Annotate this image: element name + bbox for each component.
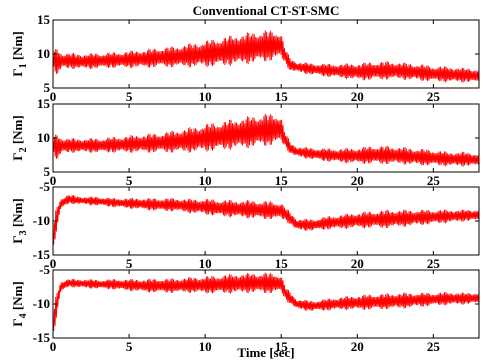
y-tick-label: 5 xyxy=(44,164,51,179)
series-line-3-1 xyxy=(53,195,479,245)
x-tick-label: 15 xyxy=(275,256,289,271)
x-tick-label: 0 xyxy=(50,89,57,104)
x-tick-label: 10 xyxy=(199,256,212,271)
x-tick-label: 10 xyxy=(199,173,212,188)
y-tick-label: -15 xyxy=(33,330,51,345)
series-line-1-1 xyxy=(53,30,479,83)
x-tick-label: 20 xyxy=(351,89,364,104)
y-tick-label: 15 xyxy=(37,12,51,27)
x-tick-label: 10 xyxy=(199,89,212,104)
y-tick-label: 15 xyxy=(37,96,51,111)
y-axis-label-2: Γ2 [Nm] xyxy=(10,115,29,160)
x-tick-label: 20 xyxy=(351,256,364,271)
panel-4: 0 5 10 15 20 25 -15 -10 -5 Γ4 [Nm] xyxy=(10,262,480,354)
x-tick-label: 5 xyxy=(126,89,133,104)
y-tick-label: 10 xyxy=(37,130,50,145)
x-tick-label: 20 xyxy=(351,339,364,354)
y-tick-label: -10 xyxy=(33,296,50,311)
x-tick-label: 15 xyxy=(275,173,289,188)
x-axis-label: Time [sec] xyxy=(237,345,294,360)
x-tick-label: 5 xyxy=(126,339,133,354)
y-axis-label-4: Γ4 [Nm] xyxy=(10,281,29,326)
y-tick-label: -5 xyxy=(39,179,50,194)
y-tick-label: 10 xyxy=(37,46,50,61)
y-axis-label-3: Γ3 [Nm] xyxy=(10,198,29,243)
series-line-2-1 xyxy=(53,113,479,167)
y-tick-label: -5 xyxy=(39,262,50,277)
x-tick-label: 5 xyxy=(126,256,133,271)
x-tick-label: 25 xyxy=(427,173,441,188)
x-tick-label: 0 xyxy=(50,173,57,188)
x-tick-label: 15 xyxy=(275,339,289,354)
y-tick-label: -10 xyxy=(33,213,50,228)
x-tick-label: 25 xyxy=(427,89,441,104)
y-axis-label-1: Γ1 [Nm] xyxy=(10,31,29,76)
x-tick-label: 0 xyxy=(50,339,57,354)
x-tick-label: 10 xyxy=(199,339,212,354)
x-tick-label: 25 xyxy=(427,256,441,271)
y-tick-label: -15 xyxy=(33,247,51,262)
x-tick-label: 15 xyxy=(275,89,289,104)
series-line-4-1 xyxy=(53,272,479,332)
x-tick-label: 5 xyxy=(126,173,133,188)
x-tick-label: 0 xyxy=(50,256,57,271)
x-tick-label: 20 xyxy=(351,173,364,188)
panel-3: 0 5 10 15 20 25 -15 -10 -5 Γ3 [Nm] xyxy=(10,179,480,271)
x-tick-label: 25 xyxy=(427,339,441,354)
chart-title: Conventional CT-ST-SMC xyxy=(193,3,340,18)
y-tick-label: 5 xyxy=(44,80,51,95)
